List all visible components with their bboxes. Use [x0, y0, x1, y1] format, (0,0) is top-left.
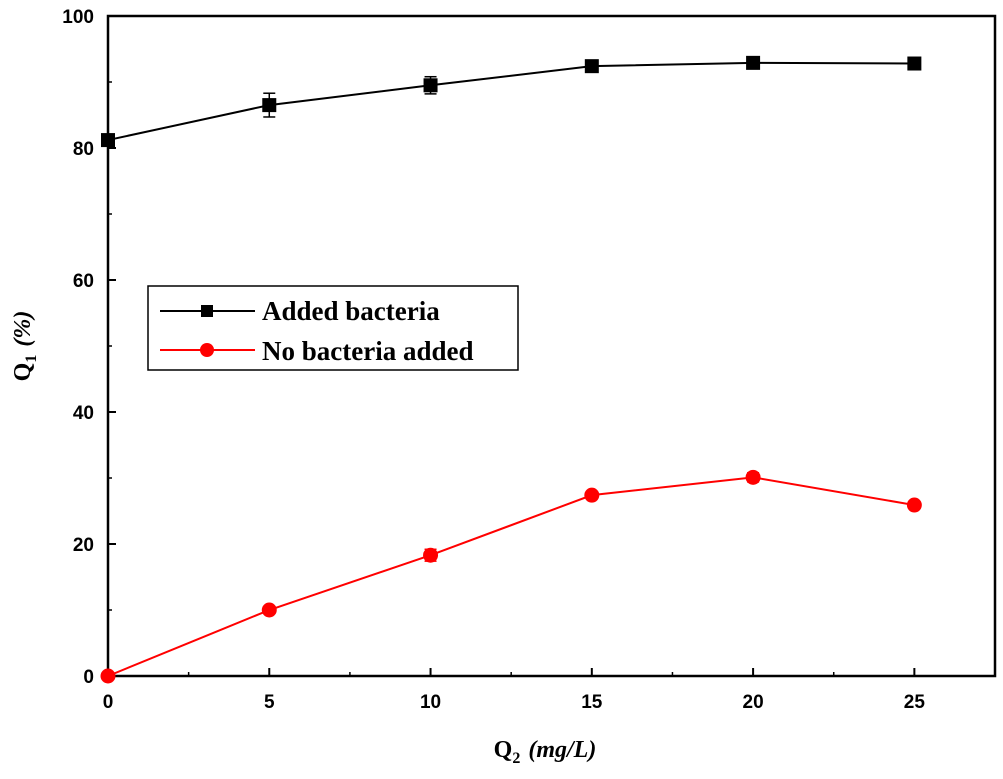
data-point-added-bacteria [746, 55, 761, 70]
data-point-added-bacteria [584, 59, 599, 74]
x-axis-title-sub: 2 [512, 750, 520, 767]
x-tick-label: 0 [103, 692, 114, 713]
data-point-added-bacteria [101, 133, 115, 148]
legend-marker-no-bacteria [200, 343, 214, 357]
y-axis-title-unit: (%) [10, 311, 36, 347]
x-axis-title-unit: (mg/L) [528, 737, 596, 763]
legend-marker-added-bacteria [201, 305, 213, 317]
y-tick-label: 80 [73, 139, 94, 160]
series-line-no-bacteria-added [107, 476, 915, 677]
x-axis-title-main: Q [494, 737, 513, 763]
x-tick-label: 25 [904, 692, 926, 713]
x-tick-label: 20 [743, 692, 764, 713]
x-axis: 0 5 10 15 20 25 [103, 668, 926, 713]
y-tick-label: 100 [62, 7, 94, 28]
legend-label-added-bacteria: Added bacteria [262, 296, 440, 326]
x-tick-label: 5 [264, 692, 275, 713]
data-point-added-bacteria [423, 78, 438, 93]
data-point-added-bacteria [907, 56, 922, 71]
data-point-no-bacteria-added [261, 602, 277, 618]
x-tick-label: 10 [420, 692, 441, 713]
data-point-no-bacteria-added [100, 668, 116, 684]
y-tick-label: 40 [73, 403, 94, 424]
y-axis-title-main: Q [10, 363, 36, 382]
y-axis-title: Q1 (%) [10, 311, 40, 382]
legend-label-no-bacteria: No bacteria added [262, 336, 474, 366]
y-tick-label: 0 [83, 667, 94, 688]
data-point-no-bacteria-added [745, 469, 761, 485]
y-tick-label: 60 [73, 271, 94, 292]
legend: Added bacteria No bacteria added [147, 285, 519, 371]
series-layer [100, 55, 922, 684]
x-axis-title: Q2 (mg/L) [494, 737, 597, 767]
data-point-added-bacteria [262, 98, 277, 113]
data-point-no-bacteria-added [584, 487, 600, 503]
y-axis-title-sub: 1 [23, 355, 40, 363]
data-point-no-bacteria-added [423, 547, 439, 563]
data-point-no-bacteria-added [906, 497, 922, 513]
y-tick-label: 20 [73, 535, 94, 556]
x-tick-label: 15 [581, 692, 603, 713]
y-axis: 0 20 40 60 80 100 [62, 7, 116, 688]
series-line-added-bacteria [107, 61, 915, 142]
